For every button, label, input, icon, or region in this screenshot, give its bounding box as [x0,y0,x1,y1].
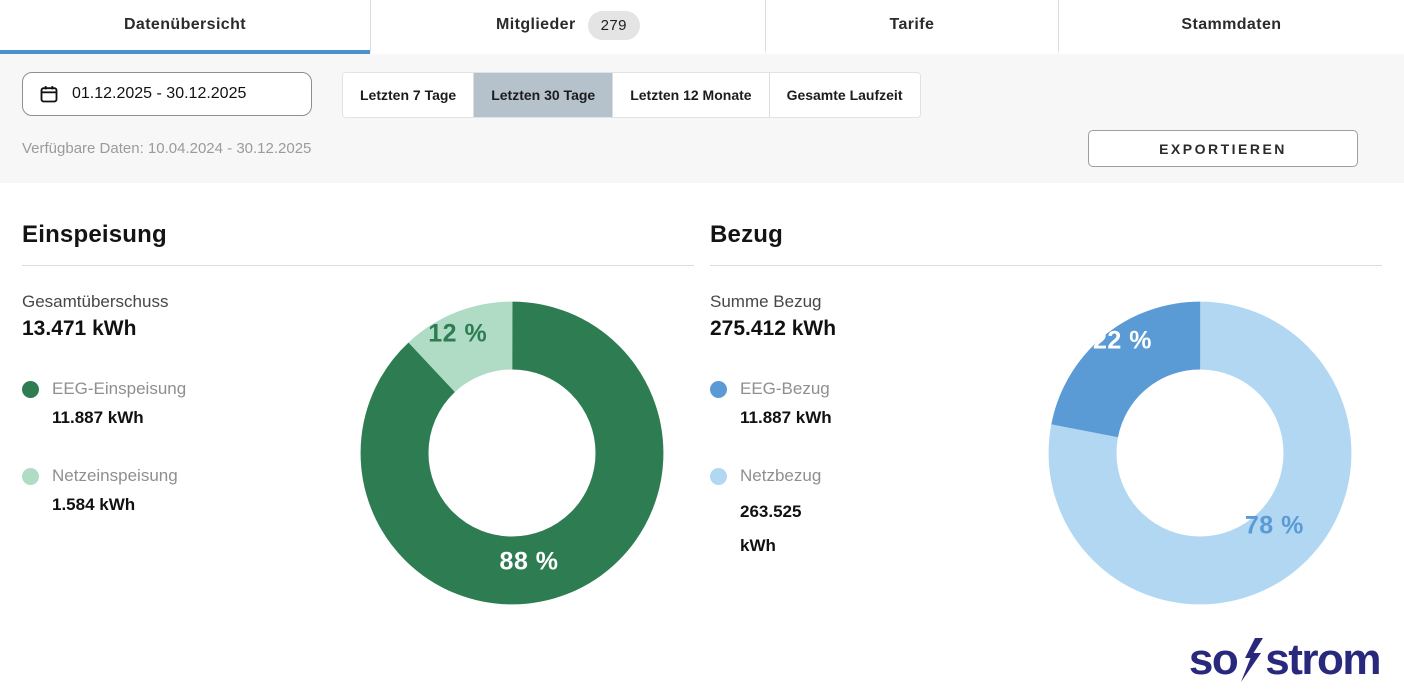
einspeisung-panel: Einspeisung Gesamtüberschuss 13.471 kWh … [22,183,694,608]
donut-svg [1048,301,1352,605]
panel-title-bezug: Bezug [710,221,783,248]
legend-value: 263.525 kWh [740,502,802,555]
bezug-stats: Summe Bezug 275.412 kWh EEG-Bezug 11.887… [710,292,1045,608]
legend-value: 11.887 kWh [740,408,832,427]
preset-last-12-months[interactable]: Letzten 12 Monate [612,73,769,117]
legend-dot-eeg-bezug [710,380,727,398]
member-count-badge: 279 [587,10,640,40]
pct-label-secondary: 22 % [1093,326,1152,355]
legend-item: Netzeinspeisung 1.584 kWh [22,466,357,515]
total-value: 13.471 kWh [22,317,137,340]
legend-value: 1.584 kWh [52,495,136,514]
total-label: Gesamtüberschuss [22,292,169,311]
legend-item: Netzbezug 263.525 kWh [710,466,1045,563]
einspeisung-donut-chart: 88 % 12 % [357,298,667,608]
legend-value: 11.887 kWh [52,408,144,427]
legend-label: Netzeinspeisung [52,466,178,485]
sostrom-logo: so strom [1188,635,1381,684]
legend-dot-eeg-einspeisung [22,380,39,398]
pct-label-main: 78 % [1244,511,1304,540]
legend-item: EEG-Bezug 11.887 kWh [710,379,1045,428]
donut-svg [360,301,664,605]
tab-stammdaten[interactable]: Stammdaten [1057,0,1404,54]
available-data-range: Verfügbare Daten: 10.04.2024 - 30.12.202… [22,140,312,157]
tab-label: Mitglieder [496,16,576,33]
preset-last-30-days[interactable]: Letzten 30 Tage [473,73,613,117]
tab-bar: Datenübersicht Mitglieder 279 Tarife Sta… [0,0,1404,54]
date-range-picker[interactable]: 01.12.2025 - 30.12.2025 [22,72,312,116]
date-range-value: 01.12.2025 - 30.12.2025 [72,85,247,102]
logo-text-left: so [1188,635,1239,684]
export-button[interactable]: EXPORTIEREN [1088,130,1358,167]
divider [22,265,694,266]
panel-title-einspeisung: Einspeisung [22,221,167,248]
lightning-bolt-icon [1241,638,1264,682]
tab-label: Tarife [889,16,935,33]
calendar-icon [40,86,58,103]
bezug-panel: Bezug Summe Bezug 275.412 kWh EEG-Bezug … [710,183,1382,608]
legend-label: EEG-Einspeisung [52,379,187,398]
legend-dot-netzbezug [710,467,727,485]
preset-button-group: Letzten 7 Tage Letzten 30 Tage Letzten 1… [342,72,921,118]
tab-mitglieder[interactable]: Mitglieder 279 [369,0,765,54]
legend-dot-netzeinspeisung [22,467,39,485]
divider [710,265,1382,266]
charts-section: Einspeisung Gesamtüberschuss 13.471 kWh … [0,183,1404,608]
total-label: Summe Bezug [710,292,822,311]
legend-label: EEG-Bezug [740,379,830,398]
total-value: 275.412 kWh [710,317,837,340]
pct-label-main: 88 % [499,547,559,575]
einspeisung-stats: Gesamtüberschuss 13.471 kWh EEG-Einspeis… [22,292,357,608]
preset-last-7-days[interactable]: Letzten 7 Tage [343,73,474,117]
preset-total-runtime[interactable]: Gesamte Laufzeit [768,73,920,117]
legend-label: Netzbezug [740,466,822,485]
logo-text-right: strom [1265,635,1381,684]
tab-label: Datenübersicht [123,16,247,33]
legend-item: EEG-Einspeisung 11.887 kWh [22,379,357,428]
tab-label: Stammdaten [1181,16,1282,33]
filter-band: 01.12.2025 - 30.12.2025 Letzten 7 Tage L… [0,54,1404,183]
tab-tarife[interactable]: Tarife [764,0,1058,54]
pct-label-secondary: 12 % [428,319,488,348]
bezug-donut-chart: 78 % 22 % [1045,298,1355,608]
tab-datenuebersicht[interactable]: Datenübersicht [0,0,370,54]
